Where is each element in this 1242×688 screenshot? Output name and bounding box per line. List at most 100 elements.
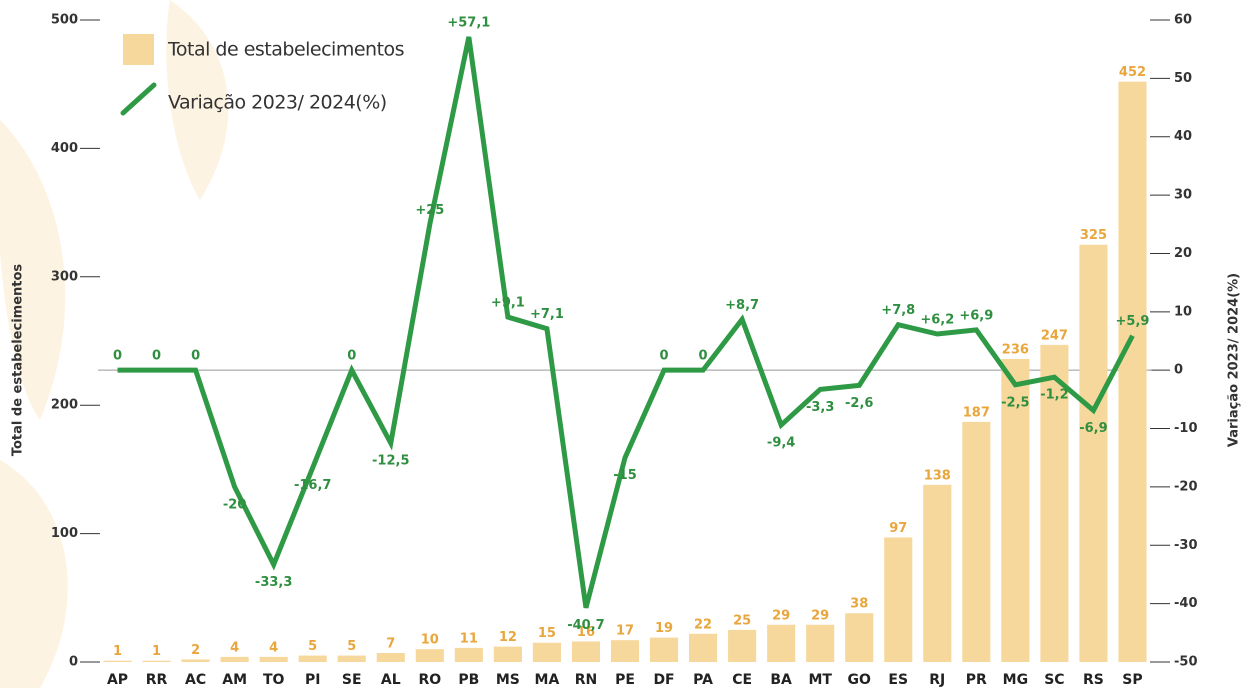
bar-label: 25	[733, 613, 751, 628]
line-label: +25	[415, 203, 444, 218]
legend-label: Total de estabelecimentos	[167, 39, 404, 61]
bar	[338, 656, 366, 662]
bar-label: 4	[269, 640, 278, 655]
bar-label: 5	[308, 639, 317, 654]
line-label: +6,9	[959, 308, 993, 323]
bar-label: 38	[850, 597, 868, 612]
bar	[650, 638, 678, 662]
bar-label: 452	[1119, 65, 1146, 80]
line-label: 0	[152, 349, 161, 364]
legend-label: Variação 2023/ 2024(%)	[168, 92, 387, 114]
y2-tick-label: -20	[1174, 479, 1198, 494]
bar-label: 325	[1080, 228, 1107, 243]
bar-label: 10	[421, 633, 439, 648]
bar	[533, 643, 561, 662]
x-tick-label: DF	[653, 672, 674, 688]
line-label: 0	[660, 349, 669, 364]
line-label: -9,4	[767, 436, 795, 451]
bar-label: 247	[1041, 328, 1068, 343]
x-tick-label: SE	[342, 672, 362, 688]
x-tick-label: GO	[848, 672, 871, 688]
bar-label: 29	[772, 608, 790, 623]
bar-label: 1	[152, 644, 161, 659]
line-label: +7,1	[530, 307, 564, 322]
y2-tick-label: -40	[1174, 596, 1198, 611]
line-label: -1,2	[1040, 388, 1068, 403]
line-label: -2,5	[1001, 395, 1029, 410]
bar	[143, 661, 171, 662]
chart: Total de estabelecimentos Variação 2023/…	[0, 0, 1242, 688]
y2-tick-label: 50	[1174, 71, 1192, 86]
y2-tick-label: -30	[1174, 538, 1198, 553]
bar-label: 12	[499, 630, 517, 645]
bar	[377, 653, 405, 662]
bar-label: 187	[963, 405, 990, 420]
bar	[1118, 82, 1146, 662]
bar-label: 97	[889, 521, 907, 536]
bar	[260, 657, 288, 662]
bar	[728, 630, 756, 662]
x-tick-label: RJ	[929, 672, 945, 688]
y2-tick-label: 20	[1174, 246, 1192, 261]
y2-tick-label: 60	[1174, 13, 1192, 28]
bar	[845, 613, 873, 662]
bar	[299, 656, 327, 662]
bar-label: 11	[460, 631, 478, 646]
y2-tick-label: -50	[1174, 655, 1198, 670]
x-tick-label: AC	[185, 672, 206, 688]
bar-label: 5	[347, 639, 356, 654]
bar	[611, 640, 639, 662]
x-tick-label: MG	[1003, 672, 1028, 688]
x-tick-label: RR	[146, 672, 168, 688]
bar	[962, 422, 990, 662]
bar	[1079, 245, 1107, 662]
bar	[103, 661, 131, 662]
x-tick-label: CE	[732, 672, 752, 688]
y2-axis-title: Variação 2023/ 2024(%)	[1227, 273, 1242, 447]
y2-tick-label: 0	[1174, 363, 1183, 378]
y-tick-label: 200	[51, 398, 78, 413]
y2-tick-label: 10	[1174, 304, 1192, 319]
x-tick-label: MA	[535, 672, 560, 688]
x-tick-label: MT	[808, 672, 832, 688]
line-label: 0	[113, 349, 122, 364]
x-tick-label: SC	[1044, 672, 1064, 688]
line-label: -20	[223, 497, 247, 512]
x-tick-label: PI	[305, 672, 320, 688]
bar-label: 7	[386, 637, 395, 652]
y-tick-label: 300	[51, 269, 78, 284]
line-label: +8,7	[725, 298, 759, 313]
y2-tick-label: 40	[1174, 129, 1192, 144]
line-label: 0	[347, 349, 356, 364]
line-label: -3,3	[806, 400, 834, 415]
bar-label: 17	[616, 624, 634, 639]
bar	[416, 649, 444, 662]
y-axis-title: Total de estabelecimentos	[11, 264, 26, 457]
x-tick-label: SP	[1122, 672, 1142, 688]
line-label: -2,6	[845, 396, 873, 411]
x-tick-label: TO	[263, 672, 285, 688]
line-label: -33,3	[255, 575, 292, 590]
y-tick-label: 100	[51, 526, 78, 541]
y-tick-label: 400	[51, 141, 78, 156]
bar	[494, 647, 522, 662]
bar	[884, 537, 912, 662]
bar	[923, 485, 951, 662]
x-tick-label: ES	[888, 672, 908, 688]
x-tick-label: BA	[770, 672, 792, 688]
bar-label: 138	[924, 468, 951, 483]
line-label: -16,7	[294, 478, 331, 493]
bar	[455, 648, 483, 662]
bar	[806, 625, 834, 662]
x-tick-label: PB	[458, 672, 479, 688]
bar	[221, 657, 249, 662]
x-tick-label: AM	[222, 672, 247, 688]
line-label: +9,1	[491, 296, 525, 311]
y2-tick-label: -10	[1174, 421, 1198, 436]
legend-swatch	[123, 85, 154, 113]
x-tick-label: RN	[575, 672, 598, 688]
bar-label: 1	[113, 644, 122, 659]
x-tick-label: AP	[107, 672, 128, 688]
bar	[767, 625, 795, 662]
y2-tick-label: 30	[1174, 188, 1192, 203]
